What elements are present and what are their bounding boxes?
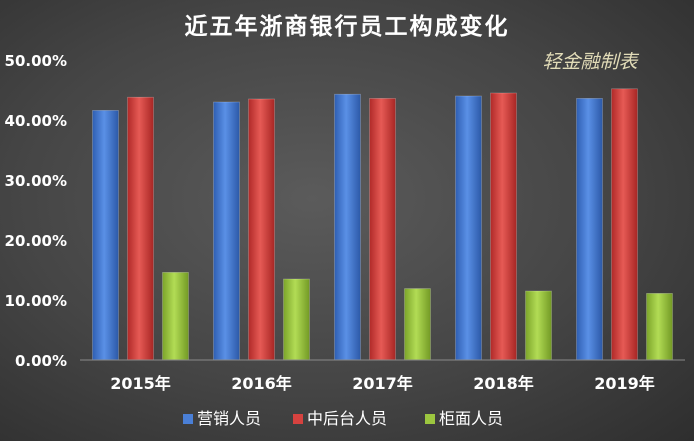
x-tick-label: 2015年 [110, 374, 171, 393]
legend-label: 营销人员 [197, 409, 261, 428]
y-axis: 0.00% 10.00% 20.00% 30.00% 40.00% 50.00% [5, 52, 67, 370]
bar-5-1 [576, 98, 603, 361]
x-tick-label: 2019年 [594, 374, 655, 393]
watermark: 轻金融制表 [542, 51, 639, 73]
x-tick-label: 2018年 [473, 374, 534, 393]
x-axis: 2015年 2016年 2017年 2018年 2019年 [80, 359, 685, 393]
y-tick-label: 20.00% [5, 232, 67, 250]
bar-2-2 [248, 98, 275, 361]
legend-label: 中后台人员 [307, 409, 387, 428]
bar-1-2 [127, 96, 154, 361]
bar-3-3 [404, 288, 431, 361]
bar-3-1 [334, 93, 361, 361]
legend-label: 柜面人员 [439, 409, 503, 428]
legend-swatch [183, 414, 193, 424]
x-tick-label: 2016年 [231, 374, 292, 393]
bars [92, 88, 673, 361]
bar-4-1 [455, 95, 482, 361]
chart-title: 近五年浙商银行员工构成变化 [185, 13, 510, 40]
legend-swatch [425, 414, 435, 424]
bar-2-1 [213, 101, 240, 361]
x-tick-label: 2017年 [352, 374, 413, 393]
bar-4-3 [525, 290, 552, 361]
y-tick-label: 40.00% [5, 112, 67, 130]
bar-1-1 [92, 110, 119, 361]
y-tick-label: 10.00% [5, 292, 67, 310]
bar-2-3 [283, 278, 310, 361]
y-tick-label: 50.00% [5, 52, 67, 70]
bar-1-3 [162, 272, 189, 361]
bar-5-2 [611, 88, 638, 361]
legend-swatch [293, 414, 303, 424]
y-tick-label: 0.00% [15, 352, 67, 370]
bar-3-2 [369, 98, 396, 361]
bar-5-3 [646, 293, 673, 361]
y-tick-label: 30.00% [5, 172, 67, 190]
legend: 营销人员 中后台人员 柜面人员 [183, 409, 503, 428]
bar-4-2 [490, 92, 517, 361]
